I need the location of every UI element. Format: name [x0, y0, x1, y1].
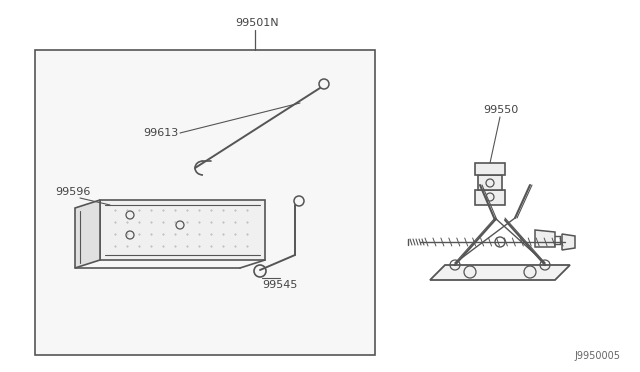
Text: J9950005: J9950005: [574, 351, 620, 361]
Text: 99613: 99613: [143, 128, 178, 138]
Text: 99501N: 99501N: [235, 18, 278, 28]
Polygon shape: [535, 230, 555, 247]
Polygon shape: [562, 234, 575, 250]
Polygon shape: [430, 265, 570, 280]
Polygon shape: [478, 175, 502, 190]
Text: 99550: 99550: [483, 105, 518, 115]
Text: 99545: 99545: [262, 280, 298, 290]
Polygon shape: [475, 190, 505, 205]
Bar: [35, 50, 375, 355]
Text: 99596: 99596: [55, 187, 90, 197]
Polygon shape: [100, 200, 265, 260]
Polygon shape: [75, 200, 100, 268]
Polygon shape: [475, 163, 505, 175]
